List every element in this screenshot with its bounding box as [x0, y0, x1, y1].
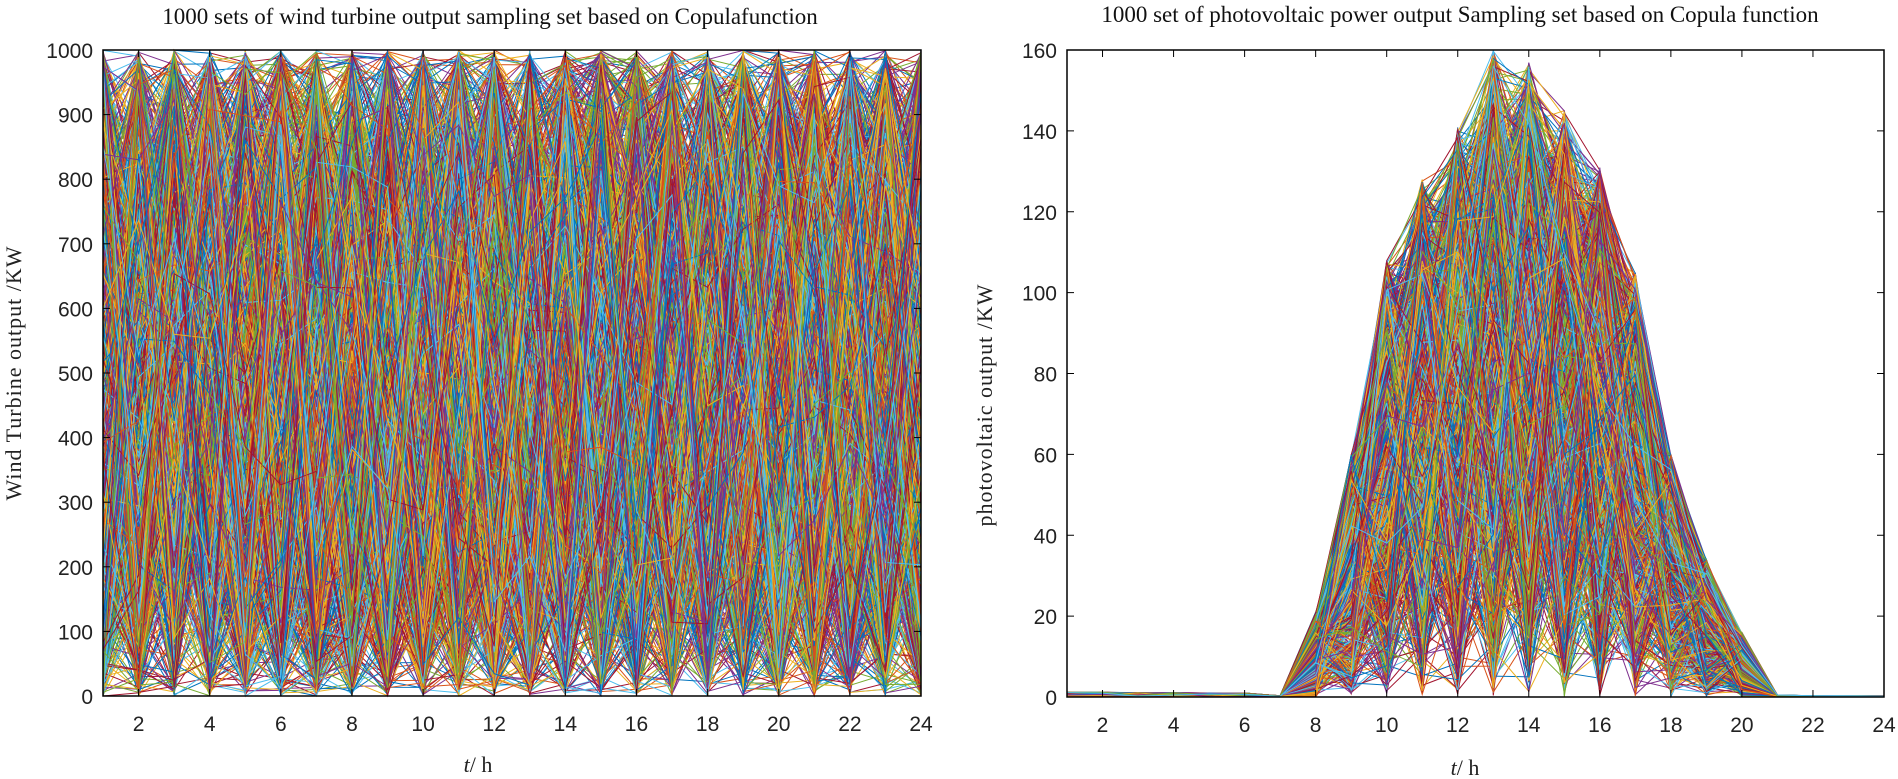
pv-x-tick-label: 2: [1097, 714, 1109, 737]
wind-x-axis-label: t/ h: [464, 752, 493, 777]
wind-sample-line: [102, 56, 922, 677]
wind-sample-line: [102, 55, 922, 689]
pv-sample-line: [1066, 122, 1885, 698]
pv-x-tick-label: 8: [1310, 714, 1322, 737]
wind-x-tick-label: 24: [909, 713, 933, 736]
wind-x-tick-label: 4: [204, 713, 216, 736]
wind-sample-line: [102, 54, 922, 693]
wind-x-tick-label: 20: [767, 713, 790, 736]
wind-y-tick-label: 200: [58, 557, 93, 580]
pv-x-tick-label: 18: [1659, 714, 1682, 737]
pv-y-tick-label: 60: [1034, 444, 1057, 467]
pv-x-tick-label: 16: [1588, 714, 1611, 737]
wind-x-tick-label: 16: [625, 713, 648, 736]
pv-chart-title: 1000 set of photovoltaic power output Sa…: [1101, 2, 1819, 27]
pv-sample-line: [1066, 64, 1885, 697]
wind-y-tick-label: 300: [58, 492, 93, 515]
wind-y-tick-label: 800: [58, 169, 93, 192]
wind-sample-line: [102, 49, 922, 691]
wind-x-tick-label: 22: [838, 713, 861, 736]
wind-sample-line: [102, 55, 922, 690]
wind-y-tick-label: 100: [58, 621, 93, 644]
pv-x-tick-label: 6: [1239, 714, 1251, 737]
pv-x-axis-label: t/ h: [1451, 755, 1480, 779]
wind-x-tick-label: 6: [275, 713, 287, 736]
pv-y-tick-label: 140: [1022, 121, 1057, 144]
pv-series-lines: [1066, 49, 1885, 699]
wind-sample-line: [102, 51, 922, 695]
wind-x-tick-label: 2: [133, 713, 145, 736]
wind-sample-line: [102, 65, 922, 683]
pv-sample-line: [1067, 226, 1885, 698]
pv-x-tick-label: 20: [1730, 714, 1753, 737]
wind-sample-line: [102, 50, 922, 689]
pv-ticks: 2 4 6 8 10 12 14 16 18 20 22 2402040608010012014016…: [1022, 40, 1896, 737]
wind-sample-line: [102, 62, 922, 686]
wind-y-tick-label: 500: [58, 363, 93, 386]
wind-sample-line: [102, 54, 922, 695]
pv-x-tick-label: 12: [1446, 714, 1469, 737]
wind-x-tick-label: 10: [411, 713, 434, 736]
wind-y-tick-label: 0: [81, 686, 93, 709]
wind-sample-line: [102, 51, 922, 693]
wind-chart-title: 1000 sets of wind turbine output samplin…: [162, 4, 818, 29]
wind-sample-line: [102, 53, 922, 688]
pv-sample-line: [1066, 240, 1885, 698]
wind-sample-line: [102, 53, 922, 685]
wind-chart: 1000 sets of wind turbine output samplin…: [1, 4, 933, 777]
wind-x-tick-label: 12: [483, 713, 506, 736]
wind-y-tick-label: 1000: [46, 40, 93, 63]
wind-sample-line: [102, 59, 922, 675]
wind-sample-line: [102, 59, 922, 629]
wind-y-tick-label: 400: [58, 428, 93, 451]
wind-x-axis-label-text: / h: [470, 752, 493, 777]
wind-sample-line: [102, 51, 922, 681]
pv-y-axis-label: photovoltaic output /KW: [972, 284, 997, 527]
wind-x-tick-label: 14: [554, 713, 578, 736]
wind-y-tick-label: 900: [58, 105, 93, 128]
pv-y-tick-label: 80: [1034, 364, 1057, 387]
wind-series-lines: [102, 48, 922, 698]
pv-x-tick-label: 10: [1375, 714, 1398, 737]
wind-sample-line: [102, 56, 922, 684]
wind-sample-line: [102, 58, 922, 688]
pv-x-tick-label: 22: [1801, 714, 1824, 737]
pv-y-tick-label: 160: [1022, 40, 1057, 63]
wind-y-axis-label: Wind Turbine output /KW: [1, 246, 26, 501]
wind-x-tick-label: 18: [696, 713, 719, 736]
wind-sample-line: [102, 69, 922, 688]
pv-y-tick-label: 120: [1022, 202, 1057, 225]
wind-sample-line: [102, 53, 922, 693]
wind-sample-line: [102, 95, 922, 695]
pv-y-tick-label: 100: [1022, 283, 1057, 306]
wind-x-tick-label: 8: [346, 713, 358, 736]
pv-x-tick-label: 24: [1872, 714, 1896, 737]
wind-sample-line: [102, 68, 922, 688]
wind-y-tick-label: 700: [58, 234, 93, 257]
wind-ticks: 2 4 6 8 10 12 14 16 18 20 22 2401002003004005006007…: [46, 40, 933, 736]
pv-y-tick-label: 40: [1034, 525, 1057, 548]
wind-sample-line: [102, 57, 922, 673]
wind-sample-line: [102, 66, 922, 693]
pv-y-tick-label: 20: [1034, 606, 1057, 629]
pv-chart: 1000 set of photovoltaic power output Sa…: [972, 2, 1896, 779]
wind-y-tick-label: 600: [58, 298, 93, 321]
wind-sample-line: [102, 51, 922, 689]
pv-x-tick-label: 4: [1168, 714, 1180, 737]
wind-sample-line: [102, 59, 922, 681]
wind-sample-line: [102, 58, 922, 689]
pv-y-tick-label: 0: [1045, 687, 1057, 710]
pv-x-tick-label: 14: [1517, 714, 1541, 737]
pv-x-axis-label-text: / h: [1457, 755, 1480, 779]
